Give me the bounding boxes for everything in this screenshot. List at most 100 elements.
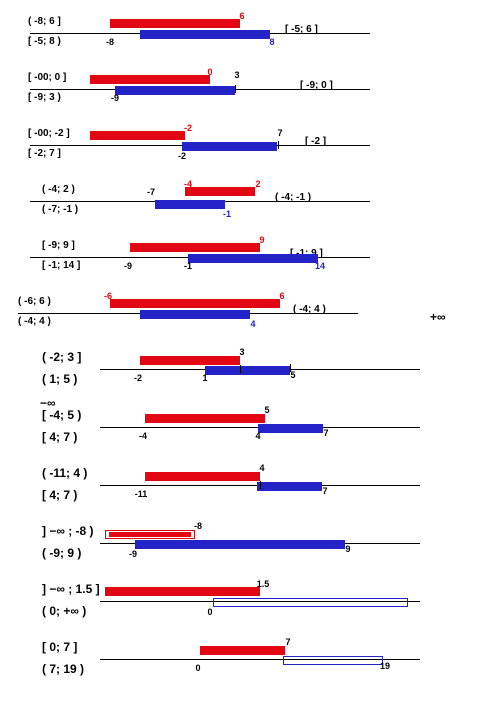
- interval-label-top: ( -8; 6 ]: [28, 16, 61, 27]
- interval-row-11: ] −∞ ; 1.5 ]( 0; +∞ )1.50: [10, 578, 490, 630]
- tick-mark: [235, 85, 236, 93]
- interval-row-9: ( -11; 4 ) [ 4; 7 ) -11 4 7: [10, 462, 490, 514]
- red-interval-bar: [140, 356, 240, 365]
- value-label: 1.5: [257, 579, 270, 589]
- red-interval-bar: [110, 19, 240, 28]
- value-label: -7: [147, 187, 155, 197]
- interval-label-bottom: [ -2; 7 ]: [28, 148, 61, 159]
- value-label: 6: [239, 11, 244, 21]
- value-label: 19: [380, 661, 390, 671]
- value-label: 0: [207, 67, 212, 77]
- red-interval-bar: [109, 532, 191, 537]
- interval-row-10: ] −∞ ; -8 ) ( -9; 9 ) -8 -9 9: [10, 520, 490, 572]
- red-interval-bar: [185, 187, 255, 196]
- value-label: 9: [259, 235, 264, 245]
- interval-label-top: ( -11; 4 ): [42, 466, 87, 480]
- value-label: -8: [194, 521, 202, 531]
- interval-row-4: ( -4; 2 )( -7; -1 )( -4; -1 )-7-42-1: [10, 178, 490, 228]
- interval-row-3: [ -00; -2 ][ -2; 7 ][ -2 ]-2-27: [10, 122, 490, 172]
- blue-interval-bar: [155, 200, 225, 209]
- blue-interval-bar: [205, 366, 290, 375]
- interval-label-bottom: [ -1; 14 ]: [42, 260, 80, 271]
- blue-interval-bar: [257, 482, 322, 491]
- interval-label-top: ] −∞ ; -8 ): [42, 524, 94, 538]
- interval-row-8: [ -4; 5 )[ 4; 7 )-4457: [10, 404, 490, 456]
- blue-interval-bar: [115, 86, 235, 95]
- interval-label-bottom: ( 7; 19 ): [42, 662, 84, 676]
- value-label: 5: [290, 370, 295, 380]
- interval-label-top: [ -00; -2 ]: [28, 128, 70, 139]
- red-interval-bar: [90, 131, 185, 140]
- interval-row-1: ( -8; 6 ][ -5; 8 )[ -5; 6 ]-868: [10, 10, 490, 60]
- tick-mark: [278, 141, 279, 149]
- blue-interval-bar: [135, 540, 345, 549]
- interval-label-top: ( -6; 6 ): [18, 296, 51, 307]
- blue-interval-bar: [140, 310, 250, 319]
- value-label: -1: [184, 261, 192, 271]
- blue-interval-bar: [188, 254, 318, 263]
- tick-mark: [260, 481, 261, 489]
- interval-row-7: ( -2; 3 ]( 1; 5 )-2135: [10, 346, 490, 398]
- value-label: 9: [345, 544, 350, 554]
- value-label: 7: [322, 486, 327, 496]
- red-interval-bar: [145, 414, 265, 423]
- interval-label-bottom: [ -5; 8 ): [28, 36, 61, 47]
- value-label: -4: [139, 431, 147, 441]
- value-label: 2: [255, 179, 260, 189]
- interval-label-bottom: [ 4; 7 ): [42, 430, 77, 444]
- value-label: -4: [184, 179, 192, 189]
- value-label: 6: [279, 291, 284, 301]
- blue-outline-interval-bar: [213, 598, 408, 607]
- value-label: -2: [178, 151, 186, 161]
- value-label: 7: [277, 128, 282, 138]
- interval-label-bottom: ( -4; 4 ): [18, 316, 51, 327]
- value-label: 4: [259, 463, 264, 473]
- interval-label-bottom: ( 0; +∞ ): [42, 604, 86, 618]
- interval-label-bottom: [ -9; 3 ): [28, 92, 61, 103]
- interval-row-5: [ -9; 9 ][ -1; 14 ][ -1; 9 ]-9-1914: [10, 234, 490, 284]
- red-interval-bar: [145, 472, 260, 481]
- interval-label-top: ( -4; 2 ): [42, 184, 75, 195]
- value-label: 3: [234, 70, 239, 80]
- interval-label-bottom: ( 1; 5 ): [42, 372, 77, 386]
- minus-infinity-label: −∞: [40, 396, 56, 410]
- red-interval-bar: [90, 75, 210, 84]
- value-label: 8: [269, 37, 274, 47]
- blue-interval-bar: [140, 30, 270, 39]
- red-interval-bar: [105, 587, 260, 596]
- interval-row-12: [ 0; 7 ] ( 7; 19 ) 0 7 19: [10, 636, 490, 688]
- value-label: 14: [315, 261, 325, 271]
- red-interval-bar: [110, 299, 280, 308]
- value-label: -9: [111, 93, 119, 103]
- interval-label-top: [ -9; 9 ]: [42, 240, 75, 251]
- interval-label-top: ] −∞ ; 1.5 ]: [42, 582, 100, 596]
- interval-label-top: ( -2; 3 ]: [42, 350, 81, 364]
- interval-row-2: [ -00; 0 ][ -9; 3 )[ -9; 0 ]-903: [10, 66, 490, 116]
- interval-label-top: [ 0; 7 ]: [42, 640, 77, 654]
- value-label: -11: [135, 489, 148, 499]
- value-label: 7: [285, 637, 290, 647]
- value-label: 0: [195, 663, 200, 673]
- value-label: -1: [223, 209, 231, 219]
- diagram-rows: ( -8; 6 ][ -5; 8 )[ -5; 6 ]-868[ -00; 0 …: [10, 10, 490, 688]
- plus-infinity-label: +∞: [430, 310, 446, 324]
- value-label: -8: [106, 37, 114, 47]
- interval-label-top: [ -4; 5 ): [42, 408, 81, 422]
- value-label: 5: [264, 405, 269, 415]
- red-interval-bar: [130, 243, 260, 252]
- interval-label-bottom: ( -7; -1 ): [42, 204, 78, 215]
- blue-outline-interval-bar: [283, 656, 383, 665]
- value-label: -9: [129, 549, 137, 559]
- value-label: -6: [104, 291, 112, 301]
- value-label: -9: [124, 261, 132, 271]
- interval-label-bottom: ( -9; 9 ): [42, 546, 81, 560]
- interval-row-6: ( -6; 6 )( -4; 4 )( -4; 4 )-664: [10, 290, 490, 340]
- tick-mark: [240, 365, 241, 373]
- value-label: 4: [255, 431, 260, 441]
- interval-label-bottom: [ 4; 7 ): [42, 488, 77, 502]
- value-label: 3: [239, 347, 244, 357]
- value-label: -2: [184, 123, 192, 133]
- blue-interval-bar: [182, 142, 277, 151]
- value-label: -2: [134, 373, 142, 383]
- blue-interval-bar: [258, 424, 323, 433]
